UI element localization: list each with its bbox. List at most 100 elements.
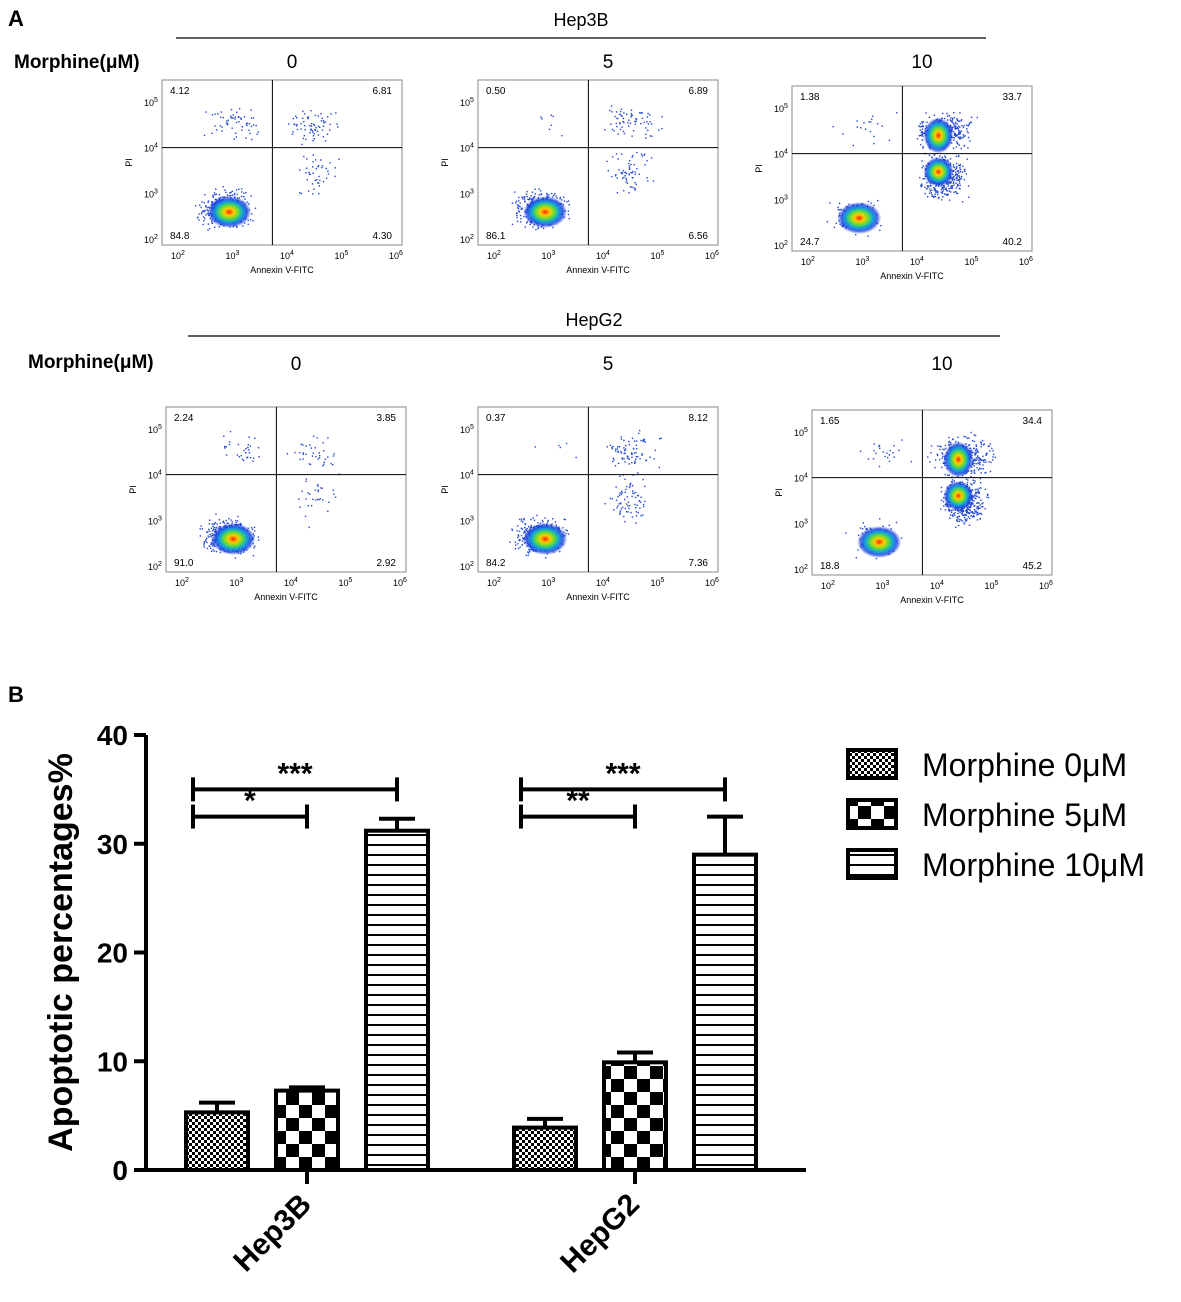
density-cluster (523, 523, 568, 555)
y-tick-label: 20 (97, 938, 128, 969)
x-tick-label: HepG2 (554, 1188, 646, 1280)
x-tick-label: 106 (705, 577, 719, 588)
dose-label: 0 (287, 52, 298, 73)
morphine-dose-row-label: Morphine(μM) (28, 352, 154, 373)
significance-stars: * (244, 785, 256, 818)
x-tick-label: 106 (389, 250, 403, 261)
y-tick-label: 105 (794, 427, 808, 438)
cell-line-title: HepG2 (565, 310, 622, 330)
x-tick-label: 103 (542, 250, 556, 261)
bar (364, 828, 430, 1172)
y-tick-label: 104 (144, 143, 158, 154)
y-tick-label: 103 (460, 188, 474, 199)
x-tick-label: 104 (280, 250, 294, 261)
bar (184, 1110, 250, 1173)
quadrant-ul-percent: 2.24 (174, 413, 194, 424)
y-tick-label: 104 (794, 473, 808, 484)
x-tick-label: 102 (487, 577, 501, 588)
significance-stars: ** (566, 785, 590, 818)
quadrant-ul-percent: 1.65 (820, 416, 840, 427)
y-tick-label: 103 (774, 194, 788, 205)
x-tick-label: 102 (801, 256, 815, 267)
y-tick-label: 104 (460, 470, 474, 481)
dose-label: 10 (911, 52, 932, 73)
y-tick-label: 103 (794, 518, 808, 529)
x-tick-label: 104 (930, 580, 944, 591)
y-axis-title: PI (440, 485, 450, 494)
density-cluster (857, 526, 902, 558)
x-tick-label: 105 (651, 250, 665, 261)
quadrant-lr-percent: 40.2 (1003, 237, 1023, 248)
y-tick-label: 105 (148, 424, 162, 435)
x-axis-title: Annexin V-FITC (566, 265, 630, 275)
density-cluster (923, 156, 954, 187)
y-tick-label: 102 (460, 234, 474, 245)
y-tick-label: 103 (144, 188, 158, 199)
x-axis-title: Annexin V-FITC (566, 592, 630, 602)
quadrant-ll-percent: 91.0 (174, 558, 194, 569)
y-tick-label: 105 (144, 97, 158, 108)
x-tick-label: 104 (910, 256, 924, 267)
quadrant-ul-percent: 1.38 (800, 92, 820, 103)
quadrant-ll-percent: 24.7 (800, 237, 820, 248)
quadrant-lr-percent: 2.92 (377, 558, 397, 569)
quadrant-ul-percent: 0.50 (486, 86, 506, 97)
x-tick-label: 106 (1039, 580, 1053, 591)
x-tick-label: 103 (876, 580, 890, 591)
legend-swatch (846, 748, 898, 780)
y-tick-label: 102 (148, 561, 162, 572)
quadrant-lr-percent: 45.2 (1023, 561, 1043, 572)
y-axis-title: PI (128, 485, 138, 494)
y-tick-label: 103 (148, 515, 162, 526)
x-tick-label: 104 (596, 250, 610, 261)
x-tick-label: 106 (705, 250, 719, 261)
quadrant-ur-percent: 33.7 (1003, 92, 1023, 103)
x-tick-label: 103 (542, 577, 556, 588)
y-tick-label: 105 (774, 103, 788, 114)
quadrant-ul-percent: 4.12 (170, 86, 190, 97)
apoptosis-bar-chart: 0 10 20 30 40 Apoptotic percentages% Hep3B HepG… (42, 720, 1145, 1279)
y-axis-title: PI (754, 164, 764, 173)
quadrant-ll-percent: 86.1 (486, 231, 506, 242)
dose-label: 5 (603, 52, 614, 73)
density-cluster (207, 196, 252, 228)
quadrant-ul-percent: 0.37 (486, 413, 506, 424)
dot-plot: 5 0.50 6.89 86.1 6.56 102 103 104 105 106 102 103 10… (440, 52, 719, 275)
y-axis-title: Apoptotic percentages% (42, 753, 80, 1152)
dot-plot: 10 1.65 34.4 18.8 45.2 102 103 104 105 106 102 103 1… (774, 354, 1053, 605)
bar (692, 852, 758, 1172)
y-tick-label: 104 (774, 149, 788, 160)
y-tick-label: 102 (794, 564, 808, 575)
legend-swatch (846, 848, 898, 880)
quadrant-lr-percent: 7.36 (689, 558, 709, 569)
morphine-dose-row-label: Morphine(μM) (14, 52, 140, 73)
x-tick-label: 104 (284, 577, 298, 588)
quadrant-lr-percent: 6.56 (689, 231, 709, 242)
y-tick-label: 104 (460, 143, 474, 154)
x-tick-label: 105 (339, 577, 353, 588)
quadrant-ur-percent: 6.89 (689, 86, 709, 97)
significance-stars: *** (605, 757, 640, 790)
x-axis-title: Annexin V-FITC (254, 592, 318, 602)
y-tick-label: 102 (460, 561, 474, 572)
y-axis-title: PI (774, 488, 784, 497)
bar (512, 1125, 578, 1173)
legend-label: Morphine 5μM (922, 797, 1127, 833)
y-tick-label: 103 (460, 515, 474, 526)
density-cluster (523, 196, 568, 228)
x-tick-label: 106 (1019, 256, 1033, 267)
y-tick-label: 105 (460, 97, 474, 108)
quadrant-ll-percent: 18.8 (820, 561, 840, 572)
legend-label: Morphine 0μM (922, 747, 1127, 783)
quadrant-ur-percent: 6.81 (373, 86, 393, 97)
quadrant-lr-percent: 4.30 (373, 231, 393, 242)
dose-label: 10 (931, 354, 952, 375)
plot-frame (477, 406, 719, 573)
plot-frame (161, 79, 403, 246)
density-cluster (837, 202, 882, 234)
x-tick-label: 102 (487, 250, 501, 261)
x-axis-title: Annexin V-FITC (880, 271, 944, 281)
panel-b-label: B (8, 682, 24, 707)
